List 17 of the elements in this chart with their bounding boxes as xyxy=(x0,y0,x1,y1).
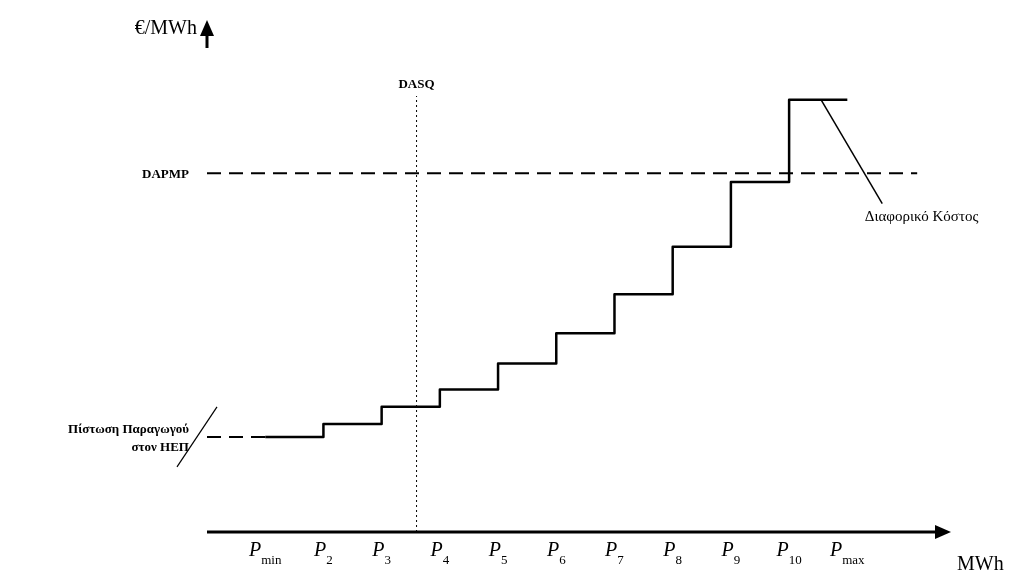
x-tick-label: P$_{6}$ xyxy=(545,538,567,567)
x-tick-label: P$_{7}$ xyxy=(604,538,625,567)
x-tick-label: P$_{5}$ xyxy=(487,538,508,567)
x-tick-label: P$_{4}$ xyxy=(429,538,450,567)
ref-line-label: DAPMP xyxy=(142,166,190,182)
text: DASQ xyxy=(398,76,435,91)
annotation: Διαφορικό Κόστος xyxy=(864,207,979,224)
x-tick-label: P$_{max}$ xyxy=(829,538,866,567)
x-tick-label: P$_{10}$ xyxy=(775,538,802,567)
ref-line-label: Πίστωση Παραγωγού στον ΗΕΠ xyxy=(68,420,190,454)
x-tick-label: P$_{2}$ xyxy=(313,538,333,567)
x-tick-label: P$_{8}$ xyxy=(662,538,683,567)
x-tick-label: P$_{3}$ xyxy=(371,538,391,567)
y-axis-title: €/MWh xyxy=(134,16,197,38)
x-tick-label: P$_{9}$ xyxy=(720,538,741,567)
x-tick-label: P$_{min}$ xyxy=(247,538,282,567)
x-axis-title: MWh xyxy=(957,552,1004,574)
